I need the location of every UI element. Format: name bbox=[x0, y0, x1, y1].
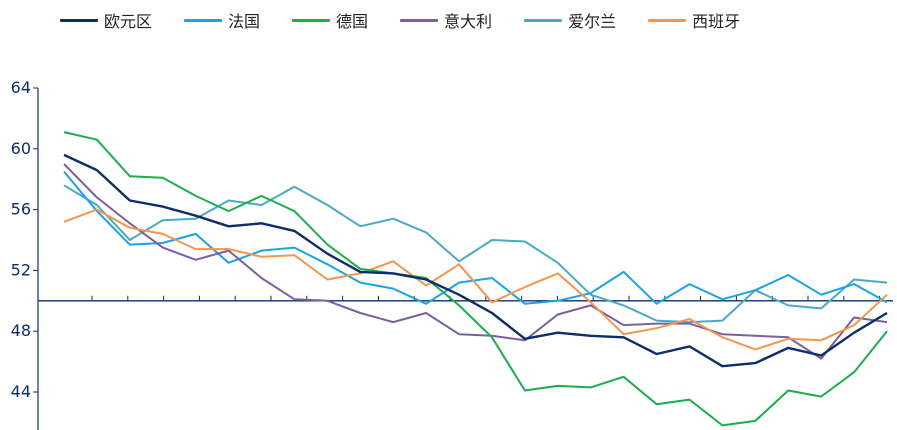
legend-label-spain: 西班牙 bbox=[692, 12, 741, 31]
series-layer bbox=[63, 131, 888, 427]
legend-item-ireland[interactable]: 爱尔兰 bbox=[524, 8, 616, 32]
y-tick-label: 56 bbox=[11, 200, 31, 219]
legend-label-germany: 德国 bbox=[336, 12, 369, 31]
y-tick-label: 44 bbox=[11, 382, 31, 401]
legend-swatch-eurozone bbox=[60, 18, 98, 22]
legend-item-italy[interactable]: 意大利 bbox=[400, 8, 492, 32]
chart-legend: 欧元区 法国 德国 意大利 爱尔兰 西班牙 bbox=[60, 8, 772, 32]
legend-item-spain[interactable]: 西班牙 bbox=[648, 8, 740, 32]
legend-item-eurozone[interactable]: 欧元区 bbox=[60, 8, 152, 32]
y-tick-label: 52 bbox=[11, 260, 31, 279]
series-line-4 bbox=[63, 184, 888, 324]
y-tick-label: 64 bbox=[11, 78, 31, 97]
legend-swatch-ireland bbox=[524, 18, 563, 22]
legend-label-ireland: 爱尔兰 bbox=[568, 12, 617, 31]
y-tick-label: 48 bbox=[11, 321, 31, 340]
legend-label-france: 法国 bbox=[228, 12, 261, 31]
series-line-0 bbox=[63, 153, 888, 368]
series-line-2 bbox=[63, 131, 888, 427]
legend-label-italy: 意大利 bbox=[444, 12, 493, 31]
legend-label-eurozone: 欧元区 bbox=[104, 12, 153, 31]
series-line-5 bbox=[63, 208, 888, 351]
legend-swatch-italy bbox=[400, 18, 439, 22]
y-tick-label: 60 bbox=[11, 139, 31, 158]
series-line-1 bbox=[63, 170, 888, 305]
legend-swatch-germany bbox=[292, 18, 331, 22]
legend-swatch-spain bbox=[648, 18, 687, 22]
legend-swatch-france bbox=[184, 18, 223, 22]
series-line-3 bbox=[63, 163, 888, 360]
legend-item-france[interactable]: 法国 bbox=[184, 8, 260, 32]
legend-item-germany[interactable]: 德国 bbox=[292, 8, 368, 32]
y-axis: 44 48 52 56 60 64 bbox=[11, 78, 39, 430]
